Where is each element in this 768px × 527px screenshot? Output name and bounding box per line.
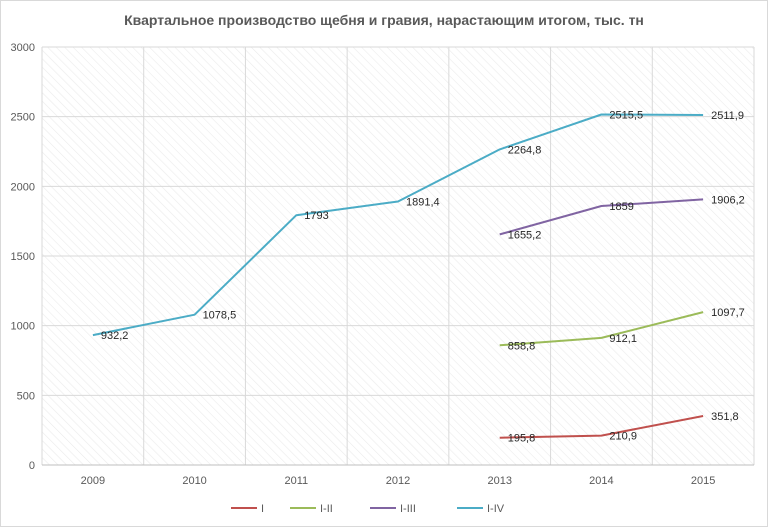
data-label: 351,8 (711, 411, 739, 423)
y-tick-label: 500 (17, 390, 35, 402)
data-label: 932,2 (101, 330, 129, 342)
data-label: 1793 (304, 210, 328, 222)
legend-label: I-IV (487, 503, 505, 515)
series-line (499, 198, 704, 236)
x-tick-label: 2011 (284, 475, 308, 487)
data-label: 912,1 (609, 333, 637, 345)
x-tick-label: 2013 (487, 475, 511, 487)
x-tick-label: 2010 (182, 475, 206, 487)
y-tick-label: 3000 (11, 42, 35, 54)
data-label: 1906,2 (711, 194, 745, 206)
data-label: 210,9 (609, 431, 637, 443)
legend-item: I (231, 503, 264, 515)
legend-item: I-III (370, 503, 416, 515)
data-labels: 195,8 210,9 351,8 858,8 912,1 1097,7 1655,2 185… (101, 110, 745, 445)
y-tick-label: 0 (29, 460, 35, 472)
legend-label: I-II (320, 503, 333, 515)
data-label: 2264,8 (508, 144, 542, 156)
legend-label: I-III (400, 503, 416, 515)
series-lines (92, 113, 704, 439)
data-label: 1097,7 (711, 307, 745, 319)
x-tick-label: 2015 (691, 475, 715, 487)
x-tick-label: 2014 (589, 475, 613, 487)
series-line (499, 415, 704, 439)
legend-label: I (261, 503, 264, 515)
y-tick-label: 1500 (11, 251, 35, 263)
legend-item: I-IV (457, 503, 505, 515)
legend: I I-II I-III I-IV (231, 503, 505, 515)
data-label: 1891,4 (406, 196, 440, 208)
data-label: 2515,5 (609, 110, 643, 122)
chart-title: Квартальное производство щебня и гравия,… (124, 12, 644, 28)
series-line (92, 113, 704, 337)
gridlines (41, 46, 755, 465)
data-label: 2511,9 (711, 110, 744, 122)
data-label: 1078,5 (203, 310, 237, 322)
legend-item: I-II (290, 503, 333, 515)
y-tick-label: 2000 (11, 181, 35, 193)
y-tick-label: 1000 (11, 321, 35, 333)
data-label: 1859 (609, 201, 633, 213)
series-line (499, 311, 704, 347)
data-label: 195,8 (508, 433, 536, 445)
data-label: 1655,2 (508, 229, 542, 241)
data-label: 858,8 (508, 340, 536, 352)
y-tick-label: 2500 (11, 112, 35, 124)
axes: 0 500 1000 1500 2000 2500 3000 2009 2010 2011 2012… (11, 42, 754, 487)
x-tick-label: 2012 (386, 475, 410, 487)
x-tick-label: 2009 (81, 475, 105, 487)
